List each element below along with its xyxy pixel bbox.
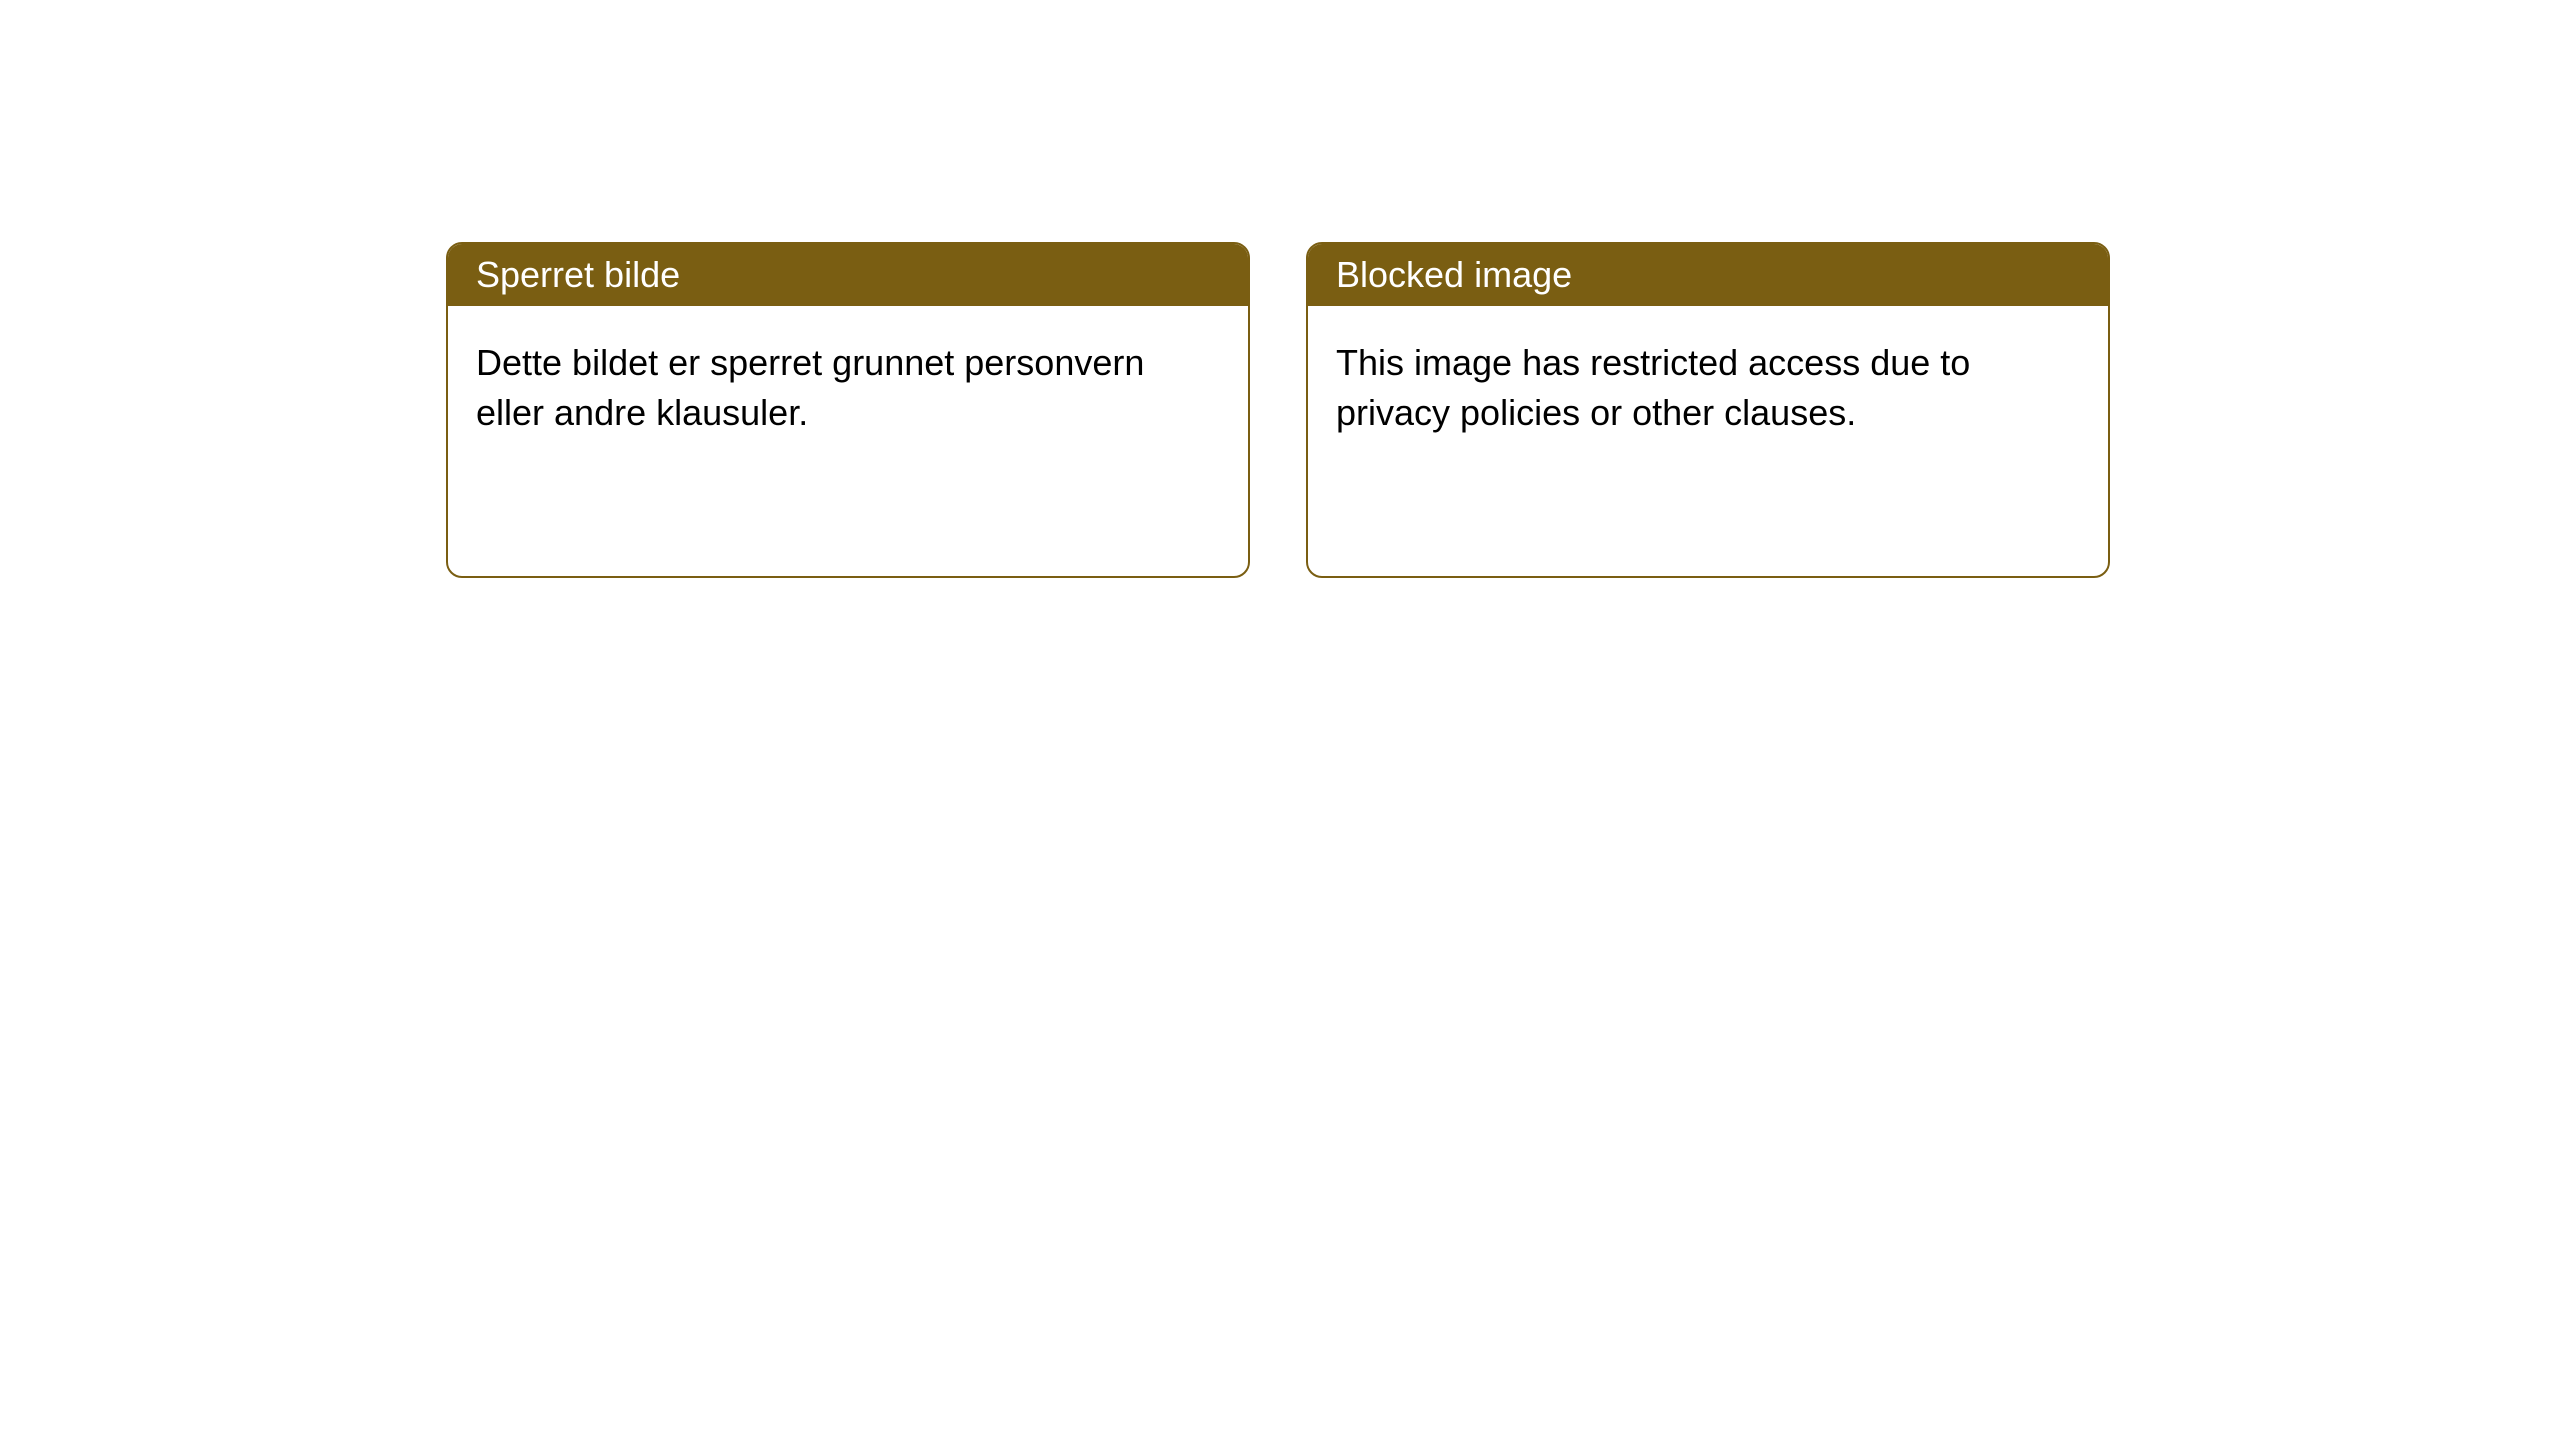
notice-header-norwegian: Sperret bilde	[448, 244, 1248, 306]
notice-title-english: Blocked image	[1336, 254, 1572, 295]
notice-container: Sperret bilde Dette bildet er sperret gr…	[0, 0, 2560, 578]
notice-body-english: This image has restricted access due to …	[1308, 306, 2108, 471]
notice-box-english: Blocked image This image has restricted …	[1306, 242, 2110, 578]
notice-text-norwegian: Dette bildet er sperret grunnet personve…	[476, 342, 1144, 433]
notice-title-norwegian: Sperret bilde	[476, 254, 680, 295]
notice-text-english: This image has restricted access due to …	[1336, 342, 1970, 433]
notice-header-english: Blocked image	[1308, 244, 2108, 306]
notice-body-norwegian: Dette bildet er sperret grunnet personve…	[448, 306, 1248, 471]
notice-box-norwegian: Sperret bilde Dette bildet er sperret gr…	[446, 242, 1250, 578]
